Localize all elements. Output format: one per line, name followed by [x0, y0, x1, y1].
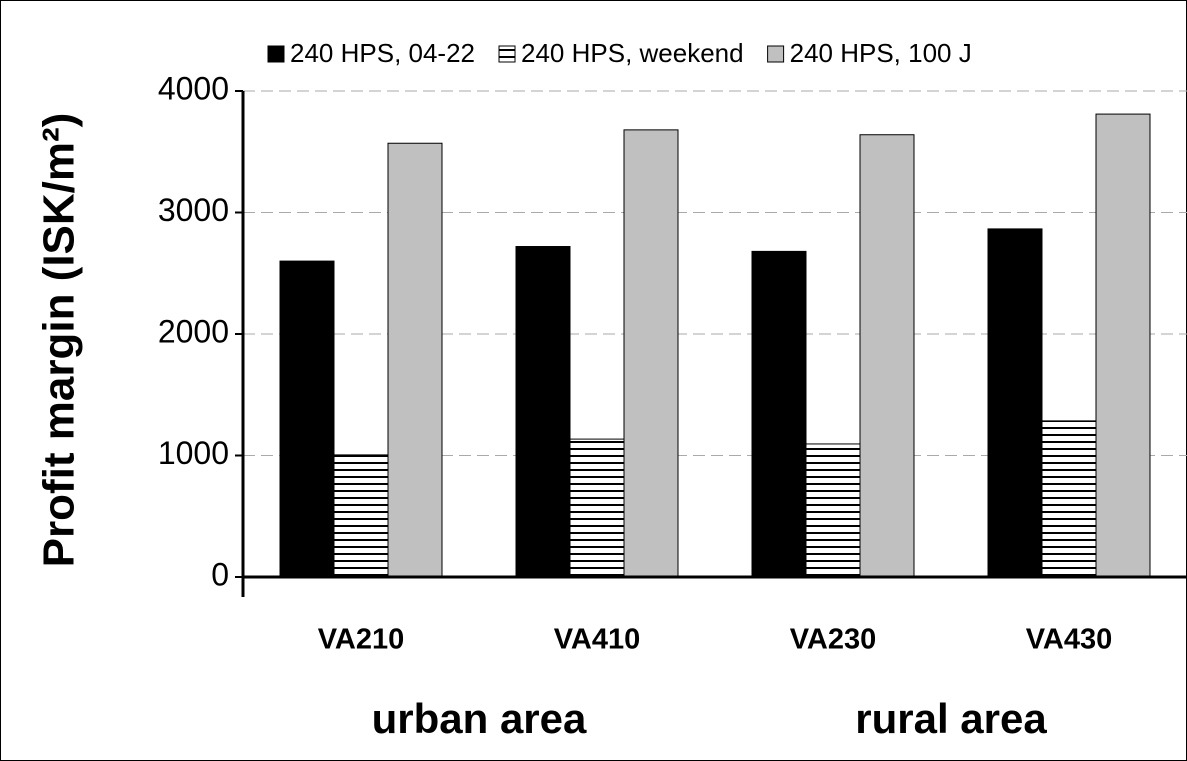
- group-label: rural area: [855, 695, 1047, 742]
- x-tick-label: VA430: [1026, 624, 1113, 656]
- bar: [515, 246, 571, 578]
- bar: [279, 260, 335, 578]
- bar: [987, 228, 1043, 578]
- legend-swatch: [498, 45, 516, 63]
- legend-label: 240 HPS, 04-22: [290, 38, 475, 68]
- x-tick-label: VA210: [318, 624, 405, 656]
- bar: [569, 438, 625, 578]
- group-label: urban area: [372, 695, 587, 742]
- y-axis-label: Profit margin (ISK/m²): [35, 113, 84, 568]
- bar: [1041, 420, 1097, 578]
- x-tick-label: VA410: [554, 624, 641, 656]
- bar: [859, 134, 915, 578]
- bar: [333, 454, 389, 578]
- legend-label: 240 HPS, weekend: [521, 38, 744, 68]
- bar: [751, 250, 807, 578]
- y-tick-label: 2000: [158, 313, 229, 349]
- bar: [387, 142, 443, 578]
- bar: [805, 443, 861, 578]
- y-tick-label: 0: [211, 556, 229, 592]
- bar: [1095, 113, 1151, 578]
- bar: [623, 129, 679, 578]
- legend-label: 240 HPS, 100 J: [790, 38, 972, 68]
- legend-swatch: [267, 45, 285, 63]
- x-tick-label: VA230: [790, 624, 877, 656]
- y-tick-label: 3000: [158, 192, 229, 228]
- legend-swatch: [767, 45, 785, 63]
- y-tick-label: 1000: [158, 435, 229, 471]
- y-tick-label: 4000: [158, 70, 229, 106]
